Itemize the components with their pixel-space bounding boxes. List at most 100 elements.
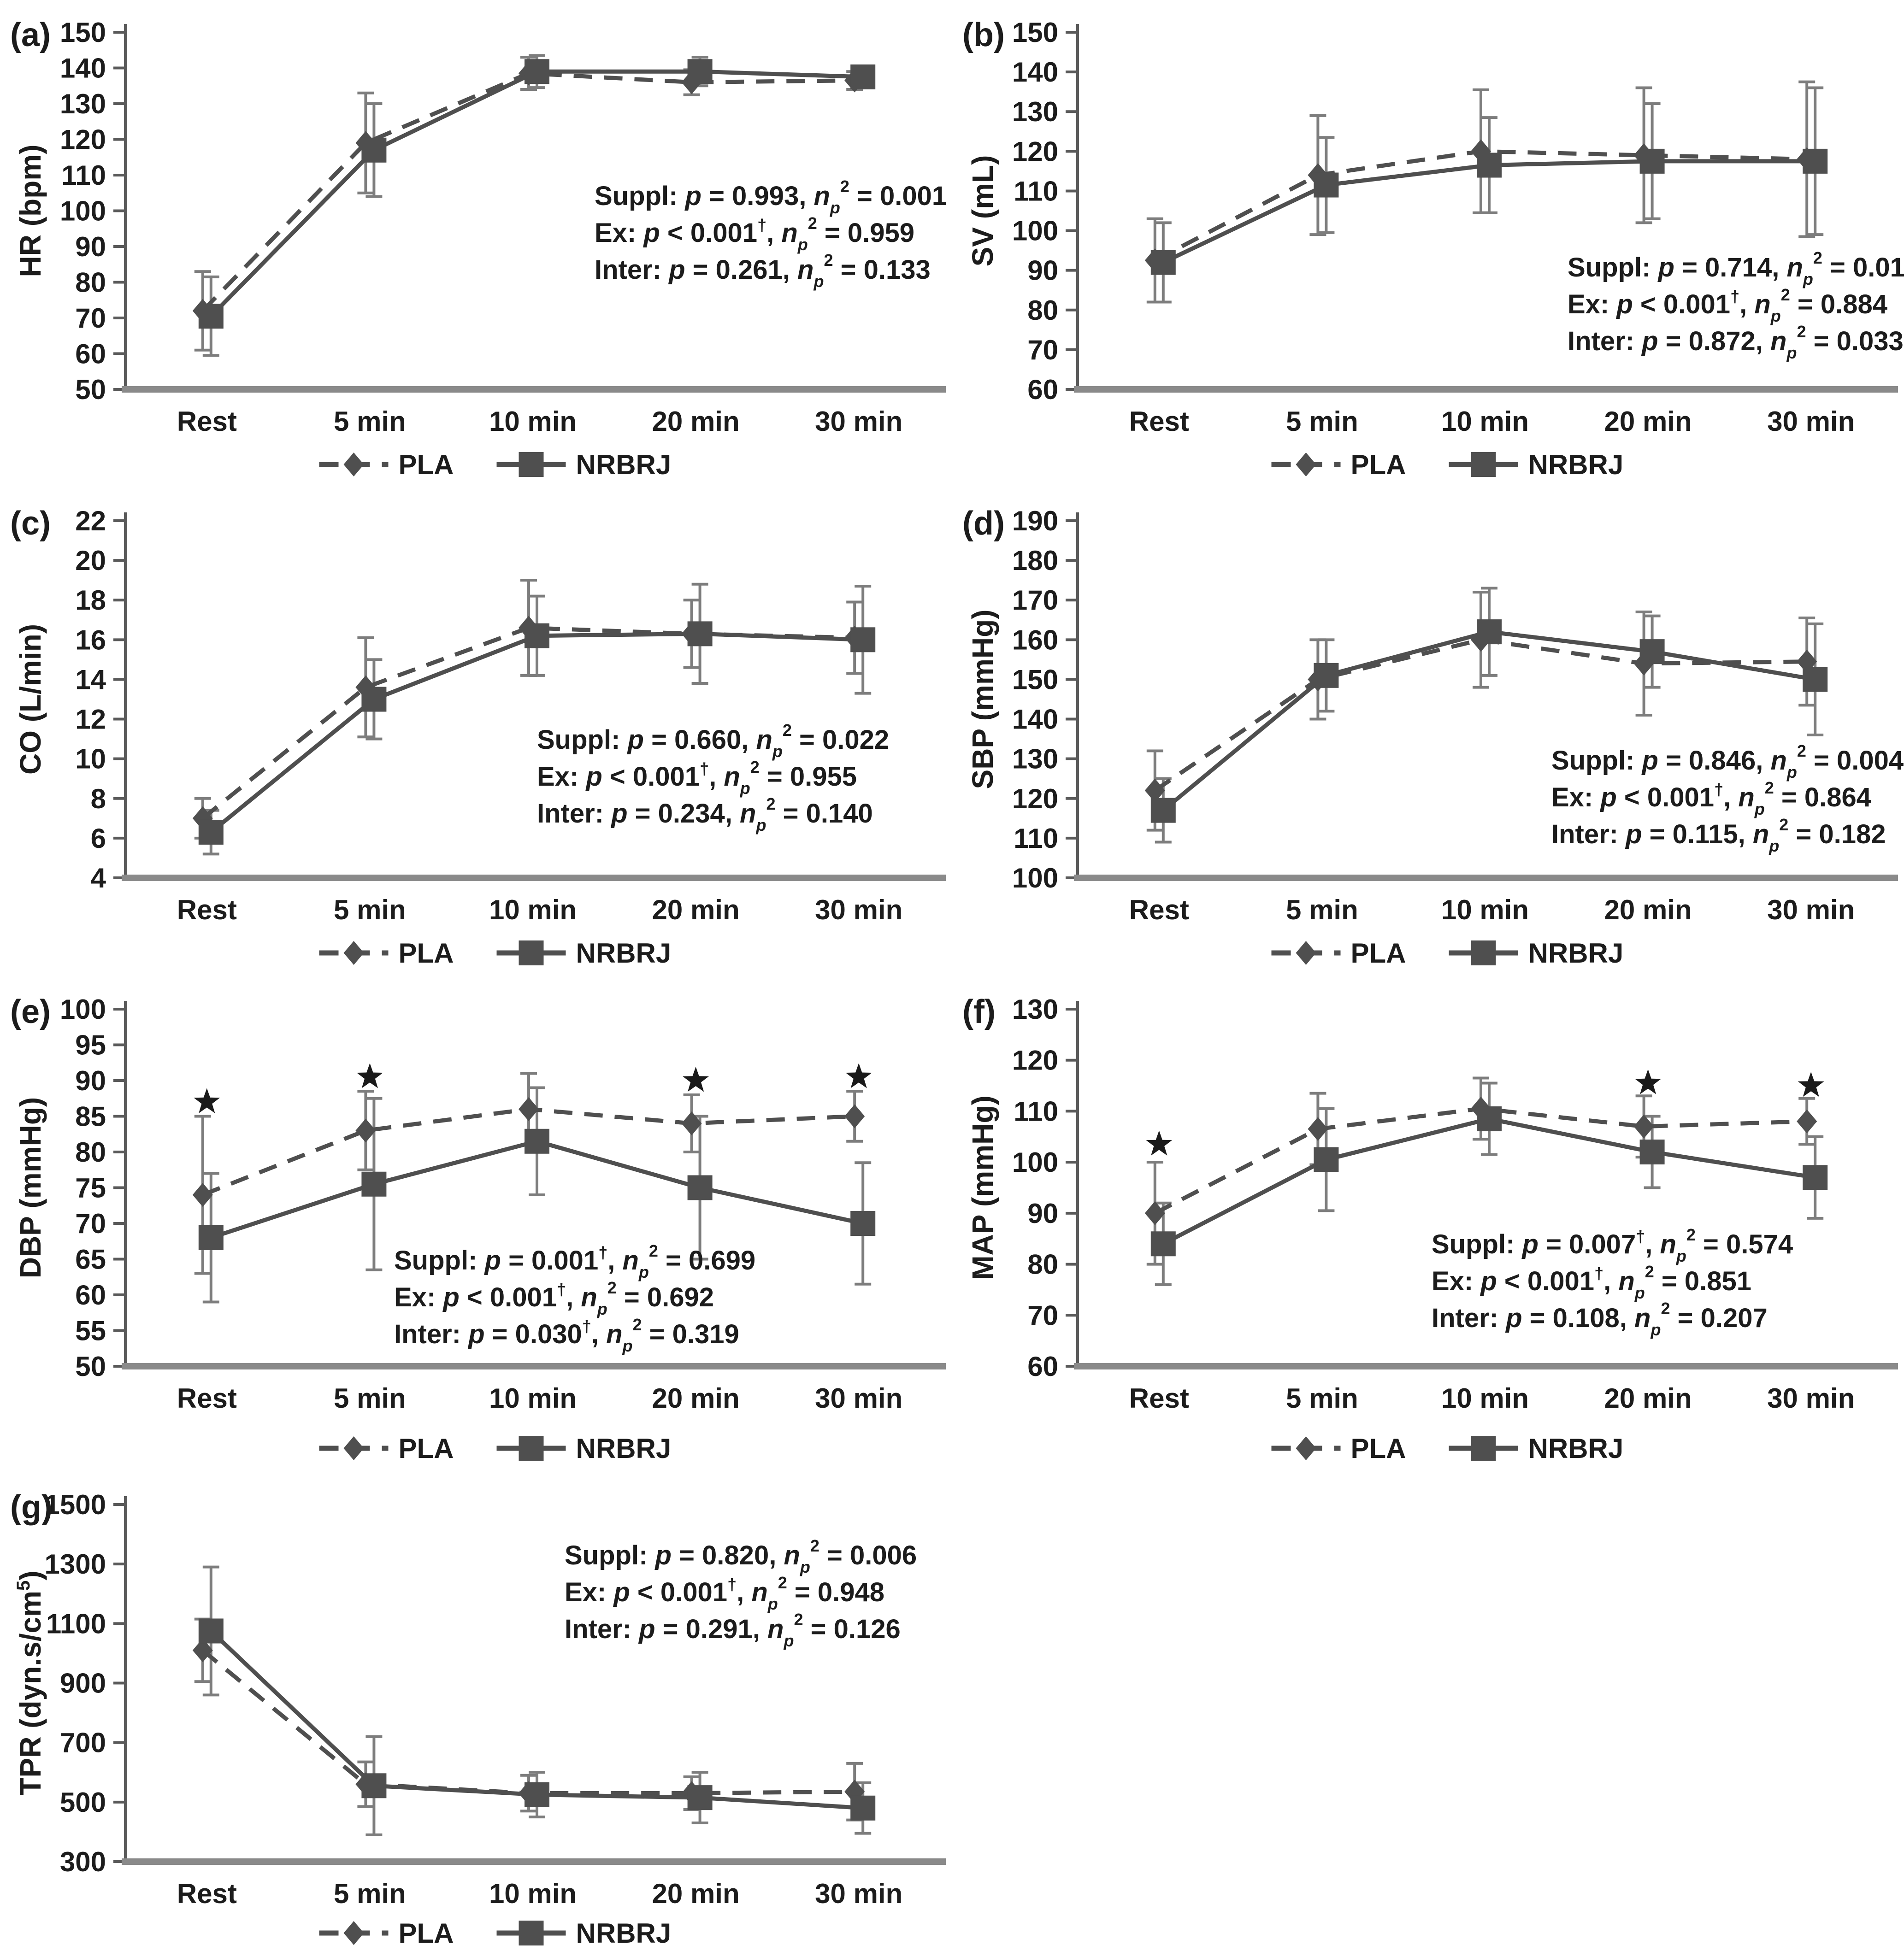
panel-e-ytick-80: 80 xyxy=(75,1137,106,1168)
panel-e-marker-pla-0 xyxy=(192,1183,213,1207)
panel-c-ytick-12: 12 xyxy=(75,704,106,735)
panel-d-xtick-2: 10 min xyxy=(1441,894,1529,925)
panel-b-legend-label-nrbrj: NRBRJ xyxy=(1528,449,1624,480)
panel-a-y-axis-title: HR (bpm) xyxy=(14,145,47,277)
panel-c-y-axis-title: CO (L/min) xyxy=(14,624,47,775)
panel-g-marker-nrbrj-3 xyxy=(687,1785,713,1810)
panel-f-y-axis-title: MAP (mmHg) xyxy=(966,1095,999,1280)
panel-g-stats-line-suppl: Suppl: p = 0.820, np2 = 0.006 xyxy=(565,1536,917,1576)
panel-f-marker-nrbrj-0 xyxy=(1150,1231,1176,1257)
panel-f-marker-nrbrj-1 xyxy=(1314,1147,1339,1172)
panel-a-ytick-130: 130 xyxy=(60,88,106,119)
panel-b-marker-nrbrj-3 xyxy=(1639,148,1665,174)
panel-e-series-markers-pla xyxy=(192,1097,865,1207)
panel-b-x-axis: Rest 5 min 10 min 20 min 30 min xyxy=(1074,386,1898,437)
panel-a-ytick-50: 50 xyxy=(75,374,106,405)
panel-g-stats-line-ex: Ex: p < 0.001†, np2 = 0.948 xyxy=(565,1573,884,1613)
panel-f-y-axis: 60 70 80 90 100 110 120 130 xyxy=(1012,994,1079,1382)
panel-e-legend-diamond-marker xyxy=(343,1436,364,1460)
panel-f-ytick-80: 80 xyxy=(1027,1249,1058,1280)
panel-a-ytick-150: 150 xyxy=(60,17,106,48)
panel-c-label: (c) xyxy=(10,505,51,542)
panel-d-y-axis: 100 110 120 130 140 150 160 170 180 190 xyxy=(1012,505,1079,893)
panel-g-label: (g) xyxy=(10,1489,53,1526)
panel-f-xtick-1: 5 min xyxy=(1286,1383,1358,1414)
panel-e-ytick-65: 65 xyxy=(75,1244,106,1275)
panel-a-legend-label-pla: PLA xyxy=(399,449,454,480)
panel-e-xtick-3: 20 min xyxy=(652,1383,740,1414)
panel-a-ytick-110: 110 xyxy=(61,160,106,191)
panel-d-legend-diamond-marker xyxy=(1296,941,1316,965)
panel-b-legend: PLA NRBRJ xyxy=(1271,449,1624,480)
panel-c-legend-item-pla: PLA xyxy=(319,938,454,969)
panel-e-stats-line-ex: Ex: p < 0.001†, np2 = 0.692 xyxy=(394,1278,714,1318)
panel-d-marker-nrbrj-3 xyxy=(1639,639,1665,664)
panel-b-marker-nrbrj-0 xyxy=(1150,250,1176,275)
panel-g-ytick-1300: 1300 xyxy=(45,1549,106,1580)
panel-f-stats-line-ex: Ex: p < 0.001†, np2 = 0.851 xyxy=(1432,1262,1751,1302)
panel-e-x-axis: Rest 5 min 10 min 20 min 30 min xyxy=(122,1363,946,1414)
panel-f-significance-asterisk-1 xyxy=(1635,1069,1662,1094)
panel-a-marker-nrbrj-3 xyxy=(687,59,713,84)
panel-f-ytick-70: 70 xyxy=(1027,1300,1058,1331)
panel-e-legend-label-pla: PLA xyxy=(399,1433,454,1464)
panel-g-legend-label-pla: PLA xyxy=(399,1918,454,1949)
panel-e-marker-pla-2 xyxy=(519,1097,539,1121)
panel-g-series-markers-nrbrj xyxy=(198,1618,876,1821)
panel-b-legend-square-marker xyxy=(1471,452,1496,477)
panel-a-marker-nrbrj-1 xyxy=(361,137,387,163)
panel-c-xtick-3: 20 min xyxy=(652,894,740,925)
panel-b-stats-line-inter: Inter: p = 0.872, np2 = 0.033 xyxy=(1568,322,1904,362)
panel-b-marker-nrbrj-4 xyxy=(1803,148,1828,174)
panel-a-ytick-60: 60 xyxy=(75,339,106,370)
panel-f-xtick-3: 20 min xyxy=(1604,1383,1692,1414)
panel-c-legend-label-nrbrj: NRBRJ xyxy=(576,938,672,969)
panel-c-legend-label-pla: PLA xyxy=(399,938,454,969)
panel-b-stats-block: Suppl: p = 0.714, np2 = 0.016Ex: p < 0.0… xyxy=(1568,248,1904,362)
panel-d-xtick-0: Rest xyxy=(1129,894,1189,925)
panel-c-x-axis: Rest 5 min 10 min 20 min 30 min xyxy=(122,875,946,925)
panel-d-y-axis-title: SBP (mmHg) xyxy=(966,610,999,789)
panel-e-ytick-100: 100 xyxy=(60,994,106,1025)
panel-a-marker-nrbrj-2 xyxy=(525,59,549,84)
panel-f-legend-item-nrbrj: NRBRJ xyxy=(1449,1433,1623,1464)
panel-a-x-axis: Rest 5 min 10 min 20 min 30 min xyxy=(122,386,946,437)
panel-f-marker-pla-0 xyxy=(1144,1201,1165,1225)
panel-e-chart: (e) 50 55 60 65 70 75 80 85 90 95 100 DBP (mmHg) Rest… xyxy=(10,993,946,1464)
panel-f-marker-nrbrj-4 xyxy=(1803,1165,1828,1190)
panel-f-marker-pla-3 xyxy=(1633,1114,1654,1139)
panel-b: (b) 60 70 80 90 100 110 120 130 140 150 SV (mL) Rest… xyxy=(952,0,1904,488)
panel-c-stats-line-ex: Ex: p < 0.001†, np2 = 0.955 xyxy=(537,758,857,798)
panel-e-marker-nrbrj-1 xyxy=(361,1171,387,1197)
panel-c-ytick-4: 4 xyxy=(91,863,106,893)
panel-a-legend: PLA NRBRJ xyxy=(319,449,671,480)
panel-b-ytick-110: 110 xyxy=(1014,176,1058,206)
panel-d-ytick-180: 180 xyxy=(1012,545,1058,576)
panel-c-legend-diamond-marker xyxy=(343,941,364,965)
panel-d-stats-line-ex: Ex: p < 0.001†, np2 = 0.864 xyxy=(1551,778,1871,818)
panel-f-xtick-4: 30 min xyxy=(1767,1383,1855,1414)
panel-a-ytick-70: 70 xyxy=(75,303,106,334)
panel-e-legend-item-pla: PLA xyxy=(319,1433,454,1464)
panel-g-marker-pla-0 xyxy=(192,1638,213,1663)
panel-d-stats-line-inter: Inter: p = 0.115, np2 = 0.182 xyxy=(1551,815,1886,855)
panel-d-series-line-pla xyxy=(1154,637,1807,793)
panel-e-legend-item-nrbrj: NRBRJ xyxy=(496,1433,671,1464)
panel-g-marker-nrbrj-0 xyxy=(198,1618,224,1644)
panel-g-marker-nrbrj-1 xyxy=(361,1773,387,1798)
panel-f: (f) 60 70 80 90 100 110 120 130 MAP (mmHg) Rest 5 m… xyxy=(952,977,1904,1472)
panel-e-marker-nrbrj-0 xyxy=(198,1225,224,1250)
panel-b-ytick-70: 70 xyxy=(1027,335,1058,365)
panel-b-legend-label-pla: PLA xyxy=(1351,449,1406,480)
panel-d-marker-pla-0 xyxy=(1144,778,1165,803)
panel-a-xtick-0: Rest xyxy=(177,406,237,437)
panel-d-legend-item-pla: PLA xyxy=(1271,938,1406,969)
panel-b-legend-item-nrbrj: NRBRJ xyxy=(1449,449,1624,480)
panel-d-ytick-130: 130 xyxy=(1012,744,1058,775)
panel-e-ytick-75: 75 xyxy=(75,1173,106,1204)
panel-a-stats-line-suppl: Suppl: p = 0.993, np2 = 0.001 xyxy=(595,177,947,217)
panel-e-stats-line-inter: Inter: p = 0.030†, np2 = 0.319 xyxy=(394,1315,739,1355)
panel-a-ytick-90: 90 xyxy=(75,231,106,262)
